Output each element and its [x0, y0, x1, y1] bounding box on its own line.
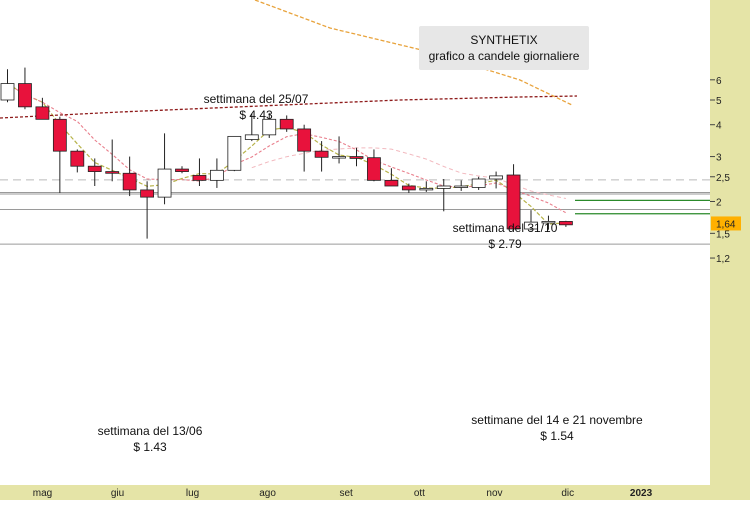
candle-body	[105, 171, 120, 174]
x-tick-label: lug	[186, 488, 199, 499]
candle-body	[401, 185, 416, 191]
y-axis: 1,2 1,5 2 2,5 3 4 5 6 1,64	[710, 76, 741, 265]
candle-body	[454, 185, 469, 188]
candle-body	[384, 179, 399, 187]
candle-body	[140, 189, 155, 198]
candle-body	[0, 83, 15, 101]
y-tick-label: 4	[716, 121, 722, 132]
candle-body	[175, 168, 189, 172]
candle-body	[157, 168, 172, 198]
candle-body	[262, 118, 277, 136]
chart-title-box: SYNTHETIX grafico a candele giornaliere	[419, 26, 589, 70]
candle-body	[87, 165, 102, 172]
horizontal-levels	[0, 179, 710, 245]
candle-body	[279, 118, 294, 130]
y-tick-label: 2,5	[716, 173, 730, 184]
annotation-value: $ 1.43	[133, 440, 167, 454]
candle-body	[349, 156, 364, 159]
candle-body	[297, 128, 312, 152]
candle-body	[471, 178, 486, 188]
candle-body	[227, 135, 242, 171]
annotation-high-october: settimana del 31/10 $ 2.79	[453, 220, 558, 252]
x-tick-label: giu	[111, 488, 124, 499]
candle-body	[506, 174, 521, 230]
candle-body	[244, 134, 259, 140]
candle-body	[122, 172, 137, 191]
annotation-label: settimana del 31/10	[452, 221, 558, 235]
candles	[0, 67, 573, 239]
annotation-value: $ 4.43	[239, 108, 273, 122]
candle-body	[367, 157, 381, 181]
y-axis-panel	[710, 0, 750, 500]
annotation-high-july: settimana del 25/07 $ 4.43	[204, 91, 309, 123]
candle-body	[419, 188, 434, 191]
candle-body	[314, 150, 329, 158]
annotation-value: $ 1.54	[540, 429, 574, 443]
annotation-value: $ 2.79	[488, 237, 522, 251]
annotation-label: settimane del 14 e 21 novembre	[471, 413, 643, 427]
x-tick-label: ott	[414, 488, 425, 499]
annotation-low-november: settimane del 14 e 21 novembre $ 1.54	[471, 412, 642, 444]
last-price-label: 1,64	[716, 219, 736, 230]
annotation-label: settimana del 13/06	[97, 424, 203, 438]
x-tick-label: dic	[561, 488, 574, 499]
candle-body	[524, 221, 538, 230]
x-tick-label: nov	[486, 488, 502, 499]
last-price-badge	[711, 216, 741, 231]
x-tick-label: set	[339, 488, 353, 499]
y-tick-label: 1,2	[716, 254, 730, 265]
y-tick-label: 3	[716, 153, 722, 164]
annotation-low-june: settimana del 13/06 $ 1.43	[98, 423, 203, 455]
chart-title: SYNTHETIX	[470, 33, 538, 47]
y-tick-label: 5	[716, 96, 722, 107]
y-tick-label: 1,5	[716, 229, 730, 240]
candle-body	[541, 221, 556, 224]
candle-body	[332, 156, 346, 159]
chart-subtitle: grafico a candele giornaliere	[428, 49, 580, 63]
moving-average-line	[7, 83, 567, 214]
x-axis: mag giu lug ago set ott nov dic 2023	[33, 488, 653, 499]
x-tick-label: mag	[33, 488, 52, 499]
candle-body	[35, 106, 50, 120]
x-tick-label: ago	[259, 488, 276, 499]
candle-body	[559, 221, 573, 226]
x-tick-label: 2023	[630, 488, 653, 499]
candle-body	[52, 118, 67, 152]
candle-body	[18, 83, 32, 108]
y-tick-label: 6	[716, 76, 722, 87]
candle-body	[436, 185, 451, 189]
y-tick-label: 2	[716, 197, 722, 208]
x-axis-panel	[0, 485, 750, 500]
long-term-average-line	[0, 95, 578, 119]
candle-body	[192, 175, 207, 181]
candle-body	[209, 169, 224, 181]
annotation-label: settimana del 25/07	[203, 92, 309, 106]
candle-body	[489, 175, 504, 180]
candle-body	[70, 150, 85, 167]
